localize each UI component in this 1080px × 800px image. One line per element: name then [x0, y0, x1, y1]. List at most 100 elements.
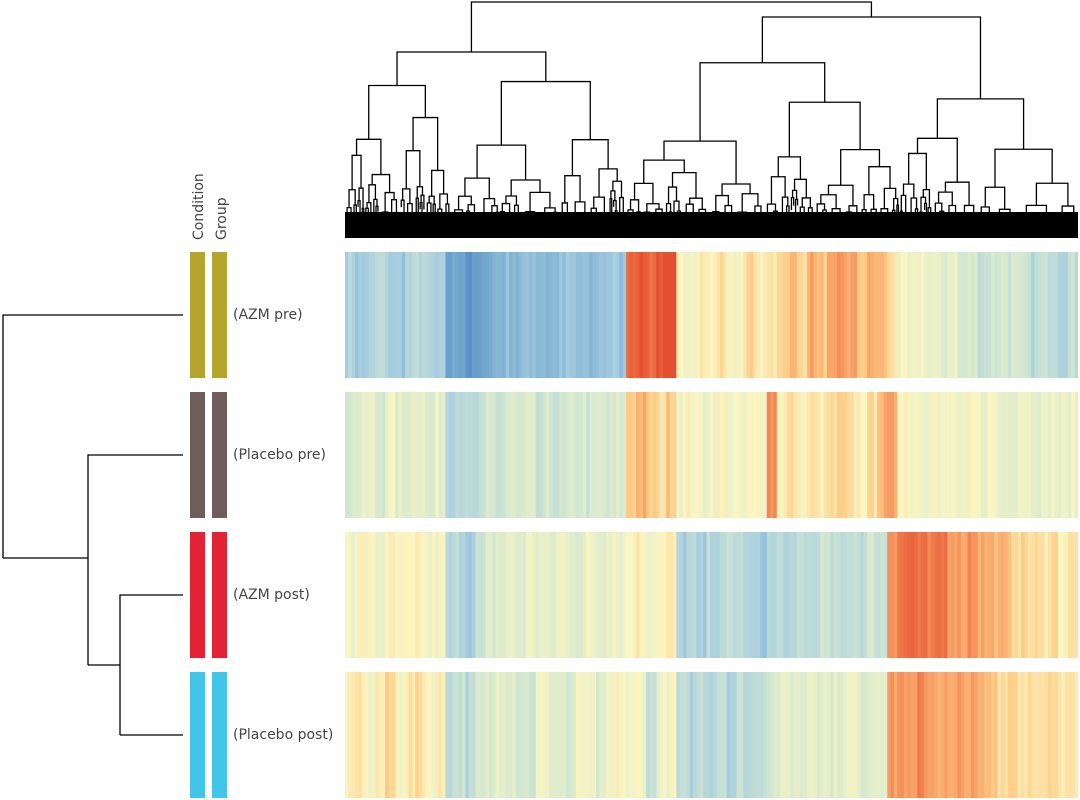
- heatmap-cell: [512, 672, 517, 798]
- heatmap-cell: [1044, 532, 1049, 658]
- heatmap-cell: [763, 252, 768, 378]
- heatmap-cell: [669, 672, 674, 798]
- heatmap-cell: [860, 532, 865, 658]
- heatmap-cell: [786, 532, 791, 658]
- heatmap-cell: [599, 532, 604, 658]
- heatmap-cell: [776, 392, 781, 518]
- heatmap-cell: [1064, 672, 1069, 798]
- heatmap-cell: [381, 392, 386, 518]
- heatmap-cell: [1021, 252, 1026, 378]
- heatmap-cell: [639, 532, 644, 658]
- heatmap-cell: [753, 252, 758, 378]
- heatmap-cell: [1031, 392, 1036, 518]
- heatmap-cell: [917, 532, 922, 658]
- heatmap-cell: [699, 532, 704, 658]
- heatmap-cell: [947, 532, 952, 658]
- heatmap-cell: [1004, 252, 1009, 378]
- heatmap-cell: [582, 252, 587, 378]
- dendrogram-link: [416, 186, 424, 199]
- dendrogram-link: [358, 187, 364, 209]
- heatmap-cell: [830, 532, 835, 658]
- heatmap-cell: [723, 252, 728, 378]
- heatmap-cell: [475, 532, 480, 658]
- heatmap-cell: [452, 392, 457, 518]
- heatmap-cell: [669, 532, 674, 658]
- heatmap-cell: [749, 672, 754, 798]
- heatmap-cell: [385, 532, 390, 658]
- heatmap-cell: [940, 532, 945, 658]
- heatmap-cell: [398, 672, 403, 798]
- condition-bar-azm-pre: [190, 252, 205, 378]
- heatmap-cell: [1011, 392, 1016, 518]
- heatmap-cell: [418, 672, 423, 798]
- heatmap-cell: [589, 252, 594, 378]
- heatmap-cell: [629, 532, 634, 658]
- heatmap-cell: [957, 252, 962, 378]
- heatmap-cell: [391, 532, 396, 658]
- heatmap-cell: [977, 532, 982, 658]
- heatmap-cell: [927, 392, 932, 518]
- heatmap-cell: [803, 252, 808, 378]
- heatmap-cell: [1051, 532, 1056, 658]
- heatmap-cell: [415, 532, 420, 658]
- heatmap-cell: [432, 252, 436, 378]
- heatmap-cell: [793, 392, 798, 518]
- heatmap-cell: [418, 532, 423, 658]
- heatmap-cell: [468, 252, 473, 378]
- heatmap-cell: [954, 532, 959, 658]
- heatmap-cell: [646, 252, 651, 378]
- heatmap-cell: [669, 392, 674, 518]
- heatmap-cell: [790, 532, 795, 658]
- heatmap-cell: [910, 252, 915, 378]
- heatmap-cell: [519, 252, 523, 378]
- heatmap-cell: [381, 532, 386, 658]
- heatmap-cell: [552, 532, 557, 658]
- heatmap-cell: [395, 252, 400, 378]
- heatmap-cell: [355, 532, 359, 658]
- heatmap-cell: [616, 672, 621, 798]
- heatmap-cell: [445, 392, 450, 518]
- heatmap-cell: [987, 532, 992, 658]
- heatmap-cell: [619, 392, 624, 518]
- heatmap-cell: [840, 532, 845, 658]
- heatmap-cell: [706, 392, 711, 518]
- heatmap-cell: [970, 392, 975, 518]
- heatmap-cell: [679, 392, 684, 518]
- heatmap-cell: [555, 392, 560, 518]
- heatmap-cell: [606, 532, 611, 658]
- heatmap-cell: [622, 532, 627, 658]
- heatmap-cell: [515, 672, 520, 798]
- heatmap-cell: [649, 392, 654, 518]
- heatmap-cell: [699, 392, 704, 518]
- dendrogram-link: [400, 199, 405, 213]
- heatmap-cell: [984, 532, 989, 658]
- heatmap-cell: [378, 672, 383, 798]
- heatmap-cell: [465, 252, 470, 378]
- heatmap-cell: [398, 392, 403, 518]
- heatmap-cell: [806, 252, 811, 378]
- heatmap-cell: [947, 252, 952, 378]
- heatmap-cell: [642, 672, 647, 798]
- dendrogram-link: [571, 139, 609, 176]
- heatmap-cell: [622, 392, 627, 518]
- group-bar-placebo-pre: [212, 392, 227, 518]
- dendrogram-link: [741, 193, 759, 213]
- heatmap-cell: [749, 532, 754, 658]
- heatmap-cell: [974, 252, 979, 378]
- dendrogram-link: [916, 137, 958, 183]
- heatmap-cell: [726, 672, 731, 798]
- heatmap-cell: [693, 252, 698, 378]
- heatmap-cell: [458, 672, 463, 798]
- heatmap-cell: [816, 252, 821, 378]
- heatmap-cell: [1064, 252, 1069, 378]
- heatmap-cell: [512, 252, 517, 378]
- heatmap-cell: [786, 672, 791, 798]
- heatmap-cell: [492, 392, 497, 518]
- heatmap-cell: [1037, 252, 1042, 378]
- heatmap-cell: [930, 252, 935, 378]
- heatmap-cell: [736, 392, 741, 518]
- heatmap-cell: [1017, 392, 1022, 518]
- heatmap-cell: [786, 252, 791, 378]
- heatmap-cell: [428, 532, 433, 658]
- dendrogram-link: [384, 191, 395, 213]
